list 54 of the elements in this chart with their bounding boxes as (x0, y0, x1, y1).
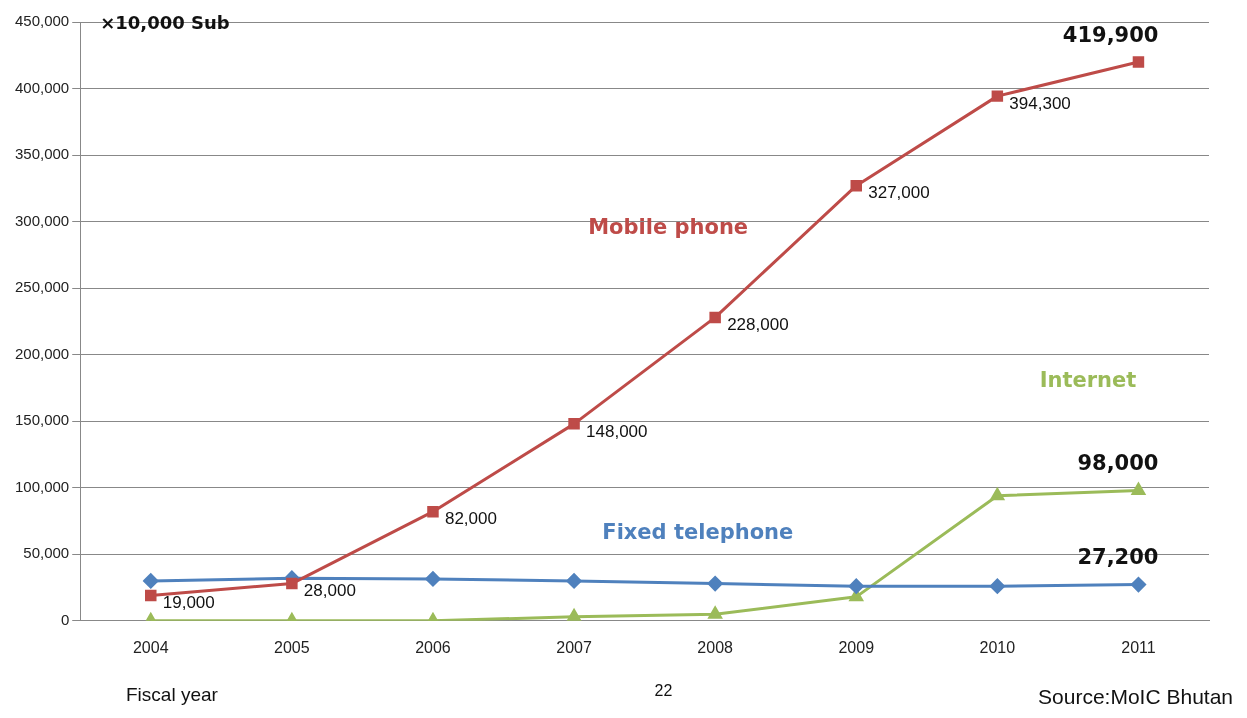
data-label: 148,000 (586, 421, 648, 441)
point (145, 589, 157, 602)
x-tick-label: 2005 (274, 638, 310, 656)
x-tick-label: 2004 (132, 638, 169, 656)
x-axis-title: Fiscal year (126, 684, 219, 706)
y-tick-label: 450,000 (14, 12, 70, 30)
point (567, 609, 581, 621)
point (425, 571, 441, 587)
point (991, 90, 1004, 102)
point (1131, 482, 1146, 495)
data-label: 394,300 (1009, 93, 1071, 113)
series-label: Fixed telephone (602, 520, 794, 545)
y-axis-title: ×10,000 Sub (100, 11, 230, 33)
y-tick-label: 350,000 (14, 145, 70, 163)
data-label: 82,000 (444, 509, 497, 529)
point (1130, 577, 1146, 593)
text: Internet (1039, 367, 1137, 392)
data-label: 28,000 (303, 581, 356, 601)
y-tick-label: 50,000 (23, 544, 70, 562)
point (1132, 56, 1145, 68)
x-tick-label: 2011 (1121, 638, 1156, 656)
x-tick-label: 2006 (415, 638, 451, 656)
data-label: 327,000 (868, 183, 930, 203)
y-tick-label: 100,000 (14, 477, 70, 495)
x-tick-label: 2007 (556, 638, 592, 656)
y-tick-label: 150,000 (14, 411, 70, 429)
point (709, 311, 721, 324)
series-label: Mobile phone (588, 215, 749, 240)
y-tick-label: 0 (60, 610, 70, 628)
point (286, 577, 298, 590)
x-tick-label: 2009 (838, 638, 875, 656)
point (850, 179, 862, 192)
text: 22 (654, 682, 673, 700)
point (568, 418, 580, 430)
data-label: 419,900 (1062, 22, 1159, 47)
data-label: 228,000 (727, 315, 789, 335)
data-label: 98,000 (1077, 450, 1159, 475)
y-tick-label: 400,000 (14, 78, 70, 96)
x-tick-label: 2008 (697, 638, 734, 656)
point (708, 606, 722, 619)
point (990, 488, 1005, 501)
source-note: Source:MoIC Bhutan (1038, 684, 1233, 708)
y-tick-label: 300,000 (14, 211, 70, 229)
point (707, 576, 723, 592)
point (143, 573, 159, 589)
point (566, 573, 582, 589)
point (427, 505, 439, 518)
data-label: 19,000 (162, 593, 215, 613)
point (989, 578, 1005, 594)
point (848, 578, 864, 594)
y-tick-label: 250,000 (14, 278, 70, 296)
y-tick-label: 200,000 (14, 344, 70, 362)
x-tick-label: 2010 (979, 638, 1016, 656)
data-label: 27,200 (1077, 545, 1159, 570)
